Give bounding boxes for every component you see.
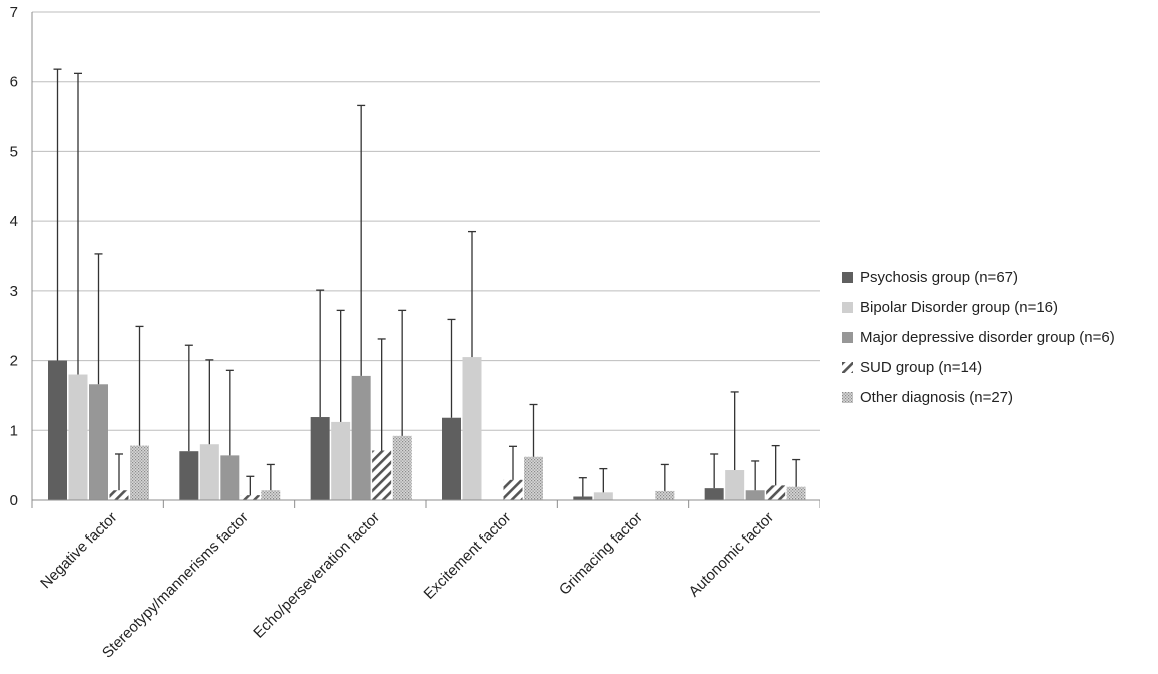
legend-label: Major depressive disorder group (n=6) bbox=[860, 328, 1115, 346]
bar bbox=[766, 485, 786, 500]
bar bbox=[220, 455, 240, 500]
legend-swatch-other bbox=[842, 391, 853, 403]
legend-swatch-sud bbox=[842, 361, 853, 373]
legend-swatch-psychosis bbox=[842, 271, 853, 283]
y-tick-label: 6 bbox=[10, 74, 18, 91]
bar bbox=[442, 417, 461, 500]
x-axis bbox=[31, 12, 820, 508]
bar bbox=[655, 490, 675, 500]
legend-item: Other diagnosis (n=27) bbox=[842, 382, 1115, 412]
bar-chart: 0 1 2 3 4 5 6 7 Negative factorStereotypy/manne… bbox=[10, 4, 820, 662]
y-tick-label: 4 bbox=[10, 213, 18, 230]
bar bbox=[745, 490, 765, 500]
legend-label: SUD group (n=14) bbox=[860, 358, 983, 376]
bar bbox=[503, 479, 523, 500]
legend-item: Bipolar Disorder group (n=16) bbox=[842, 292, 1115, 322]
y-tick-label: 3 bbox=[10, 283, 18, 300]
y-tick-label: 2 bbox=[10, 353, 18, 370]
y-tick-label: 0 bbox=[10, 492, 18, 509]
legend-label: Bipolar Disorder group (n=16) bbox=[860, 298, 1059, 316]
bar bbox=[310, 417, 330, 500]
y-tick-label: 1 bbox=[10, 422, 18, 439]
legend-swatch-major-depressive bbox=[842, 331, 853, 343]
bar bbox=[130, 445, 149, 500]
bar bbox=[786, 486, 806, 500]
bar bbox=[462, 357, 482, 500]
bar bbox=[351, 375, 371, 500]
bar bbox=[48, 360, 67, 500]
bar bbox=[704, 488, 724, 500]
legend-label: Other diagnosis (n=27) bbox=[860, 388, 1014, 406]
bar bbox=[109, 490, 129, 500]
bar bbox=[524, 456, 543, 500]
bar bbox=[240, 495, 260, 500]
x-tick-label: Grimacing factor bbox=[556, 509, 646, 599]
bar bbox=[573, 496, 593, 500]
bar bbox=[593, 492, 613, 500]
bar bbox=[725, 470, 745, 500]
bar bbox=[372, 450, 392, 500]
bar bbox=[89, 384, 108, 500]
bar bbox=[68, 374, 88, 500]
x-tick-label: Autonomic factor bbox=[686, 509, 778, 601]
x-tick-label: Stereotypy/mannerisms factor bbox=[99, 509, 252, 662]
y-tick-label: 5 bbox=[10, 143, 18, 160]
error-bars bbox=[53, 68, 801, 497]
bar bbox=[261, 490, 281, 500]
bar bbox=[179, 451, 199, 500]
bar bbox=[331, 421, 351, 500]
legend-label: Psychosis group (n=67) bbox=[860, 268, 1018, 286]
gridlines bbox=[32, 11, 820, 431]
y-axis: 0 1 2 3 4 5 6 7 bbox=[10, 4, 18, 509]
legend-item: Major depressive disorder group (n=6) bbox=[842, 322, 1115, 352]
legend-swatch-bipolar bbox=[842, 301, 853, 313]
legend-item: Psychosis group (n=67) bbox=[842, 262, 1115, 292]
bars bbox=[48, 357, 806, 500]
x-tick-label: Excitement factor bbox=[421, 509, 515, 603]
legend-item: SUD group (n=14) bbox=[842, 352, 1115, 382]
x-tick-label: Echo/perseveration factor bbox=[250, 509, 383, 642]
bar bbox=[392, 435, 412, 500]
x-tick-label: Negative factor bbox=[37, 509, 120, 592]
bar bbox=[199, 444, 219, 500]
y-tick-label: 7 bbox=[10, 4, 18, 21]
legend: Psychosis group (n=67) Bipolar Disorder … bbox=[842, 262, 1115, 412]
